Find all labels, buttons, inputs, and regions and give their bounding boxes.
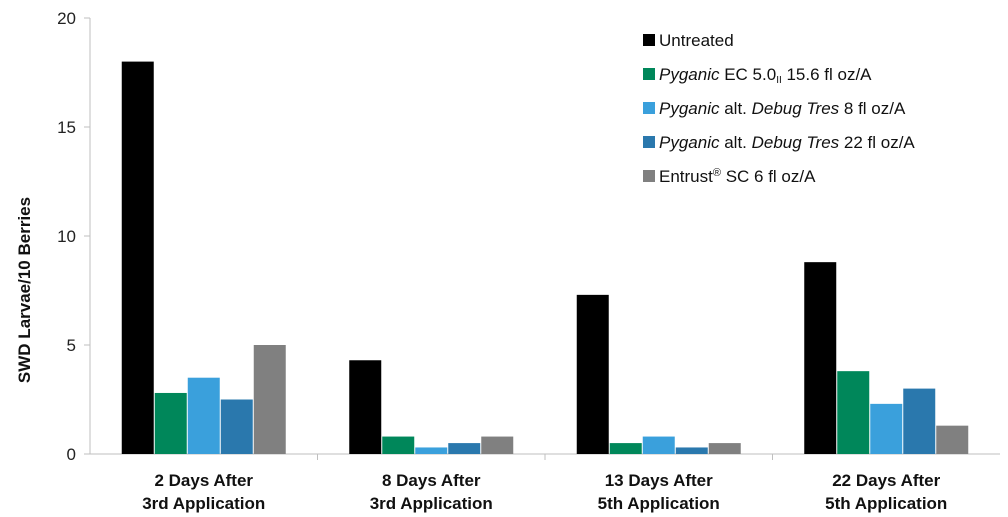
chart-legend: Untreated Pyganic EC 5.0II 15.6 fl oz/A Py… (643, 31, 915, 186)
legend-entry: Pyganic alt. Debug Tres 22 fl oz/A (659, 133, 915, 152)
legend-entry: Entrust® SC 6 fl oz/A (659, 167, 816, 186)
bar-1-2 (349, 360, 382, 454)
legend-entry: Pyganic EC 5.0II 15.6 fl oz/A (659, 65, 872, 86)
legend-swatch (643, 34, 655, 46)
bar-1-3 (576, 294, 609, 454)
bar-4-3 (675, 447, 708, 454)
chart-bars (121, 61, 969, 454)
bar-2-2 (382, 436, 415, 454)
legend-swatch (643, 102, 655, 114)
x-tick-label: 13 Days After (605, 471, 713, 490)
x-tick-label: 22 Days After (832, 471, 940, 490)
x-tick-label: 3rd Application (142, 494, 265, 513)
x-tick-label: 8 Days After (382, 471, 481, 490)
bar-5-1 (253, 345, 286, 454)
legend-entry: Pyganic alt. Debug Tres 8 fl oz/A (659, 99, 906, 118)
y-tick-label: 10 (57, 227, 76, 246)
bar-4-4 (903, 388, 936, 454)
y-tick-label: 5 (67, 336, 76, 355)
x-tick-label: 3rd Application (370, 494, 493, 513)
bar-1-1 (121, 61, 154, 454)
bar-2-3 (609, 443, 642, 454)
bar-3-2 (415, 447, 448, 454)
bar-4-2 (448, 443, 481, 454)
legend-swatch (643, 136, 655, 148)
y-axis-label: SWD Larvae/10 Berries (15, 197, 34, 383)
bar-2-1 (154, 392, 187, 454)
bar-3-3 (642, 436, 675, 454)
y-tick-label: 0 (67, 445, 76, 464)
y-tick-label: 20 (57, 9, 76, 28)
legend-swatch (643, 68, 655, 80)
legend-entry: Untreated (659, 31, 734, 50)
bar-5-2 (481, 436, 514, 454)
x-tick-label: 5th Application (825, 494, 947, 513)
y-tick-label: 15 (57, 118, 76, 137)
bar-2-4 (837, 371, 870, 454)
legend-swatch (643, 170, 655, 182)
bar-3-1 (187, 377, 220, 454)
x-tick-label: 2 Days After (154, 471, 253, 490)
chart-axes: 0 5 10 15 20 2 Days After 3rd Application 8 Day… (57, 9, 1000, 513)
bar-4-1 (220, 399, 253, 454)
bar-3-4 (870, 403, 903, 454)
bar-1-4 (804, 262, 837, 454)
x-tick-label: 5th Application (598, 494, 720, 513)
bar-5-4 (936, 425, 969, 454)
bar-5-3 (708, 443, 741, 454)
